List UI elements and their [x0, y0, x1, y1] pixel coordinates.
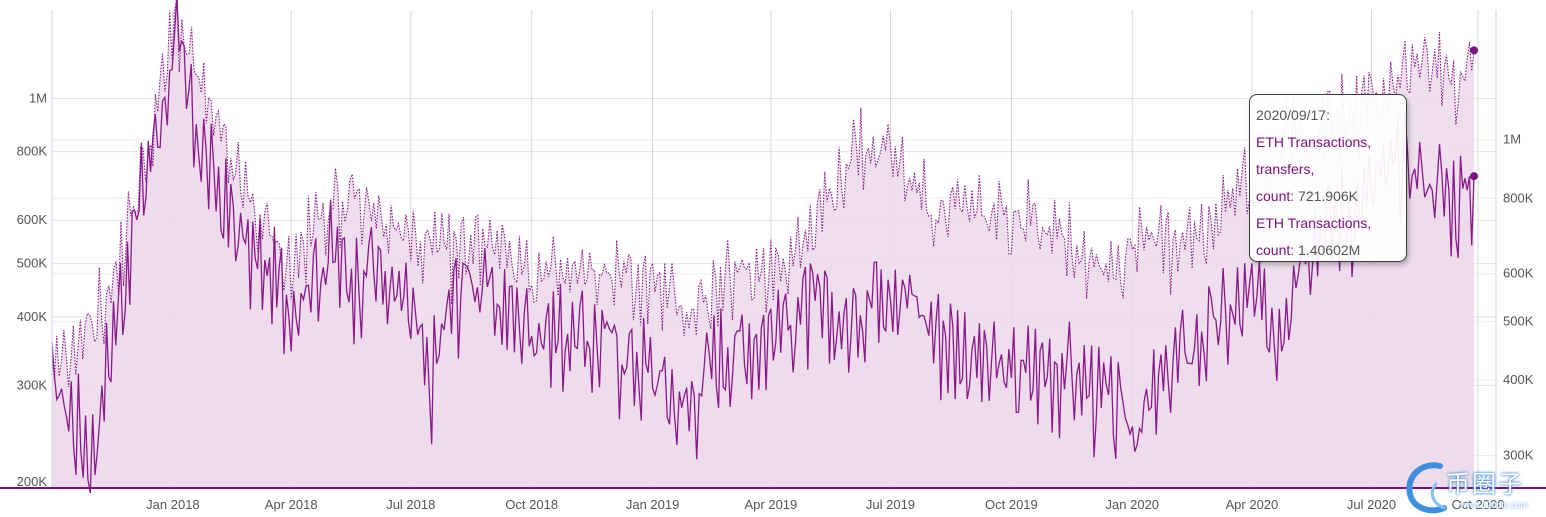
tooltip-series1-name: ETH Transactions,: [1256, 134, 1372, 150]
watermark-url: www.120btc.com: [1460, 500, 1529, 510]
series-lines: [51, 0, 1475, 494]
x-tick-label: Jan 2018: [146, 497, 200, 512]
x-tick-label: Oct 2018: [505, 497, 558, 512]
endpoint-markers: [1470, 46, 1478, 181]
tooltip: 2020/09/17: ETH Transactions, transfers,…: [1249, 94, 1407, 262]
tooltip-date: 2020/09/17:: [1256, 107, 1330, 123]
tooltip-series2-name: ETH Transactions,: [1256, 215, 1372, 231]
right-tick-label: 500K: [1503, 314, 1534, 329]
x-tick-label: Jan 2020: [1106, 497, 1160, 512]
series-1-end-point: [1470, 172, 1478, 181]
watermark-logo-icon: [1406, 462, 1447, 514]
right-tick-label: 1M: [1503, 132, 1521, 147]
series-2-line: [51, 0, 1475, 388]
tooltip-series2-label: count: [1256, 242, 1291, 258]
left-tick-label: 800K: [17, 144, 48, 159]
left-tick-label: 200K: [17, 474, 48, 489]
right-tick-label: 400K: [1503, 372, 1534, 387]
x-tick-label: Jul 2020: [1347, 497, 1396, 512]
x-tick-label: Oct 2020: [1452, 497, 1505, 512]
left-tick-label: 500K: [17, 256, 48, 271]
x-tick-label: Apr 2018: [265, 497, 318, 512]
watermark-text: 币圈子: [1446, 470, 1524, 498]
series-2-end-point: [1470, 46, 1478, 55]
tooltip-series2-value: 1.40602M: [1298, 242, 1361, 258]
x-tick-label: Apr 2020: [1226, 497, 1279, 512]
axes: 200K 300K 400K 500K 600K 800K 1M 300K 400K 500K 60…: [0, 10, 1546, 512]
x-tick-label: Jul 2019: [866, 497, 915, 512]
right-tick-label: 800K: [1503, 190, 1534, 205]
right-tick-label: 300K: [1503, 447, 1534, 462]
x-tick-label: Jul 2018: [386, 497, 435, 512]
x-tick-label: Apr 2019: [745, 497, 798, 512]
left-tick-label: 600K: [17, 212, 48, 227]
left-tick-label: 1M: [29, 91, 47, 106]
tooltip-series1-value: 721.906K: [1298, 188, 1358, 204]
series-1-line: [51, 0, 1475, 494]
x-tick-label: Oct 2019: [985, 497, 1038, 512]
x-tick-label: Jan 2019: [626, 497, 680, 512]
tooltip-series1-label: count: [1256, 188, 1291, 204]
right-tick-label: 600K: [1503, 266, 1534, 281]
watermark: 币圈子 www.120btc.com: [1400, 458, 1546, 517]
left-tick-label: 300K: [17, 377, 48, 392]
tooltip-series1-name-2: transfers,: [1256, 161, 1315, 177]
left-tick-label: 400K: [17, 309, 48, 324]
